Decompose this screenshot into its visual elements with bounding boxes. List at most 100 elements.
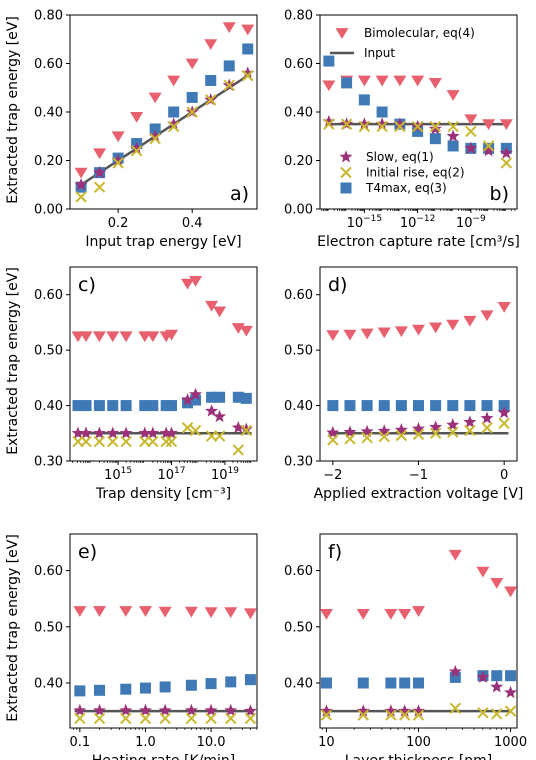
- y-tick-label: 0.00: [34, 203, 63, 218]
- panel-frame: [69, 14, 258, 210]
- initial_rise-point: [149, 132, 161, 145]
- initial_rise-point: [181, 422, 194, 434]
- bimolecular-point: [181, 278, 195, 290]
- panel-frame: [319, 14, 518, 210]
- y-axis-label-top: Extracted trap energy [eV]: [5, 16, 21, 204]
- t4max-point: [505, 670, 517, 682]
- initial_rise-point: [120, 712, 132, 725]
- slow-point: [357, 117, 371, 130]
- t4max-point: [94, 684, 106, 696]
- t4max-point: [244, 674, 256, 686]
- panel-f: 0.40 0.50 0.60 10 100 1000Layer thickness [nm…: [284, 533, 527, 760]
- x-axis-label: Input trap energy [eV]: [85, 234, 241, 250]
- bimolecular-point: [148, 92, 162, 104]
- slow-point: [239, 422, 253, 435]
- x-tick-label: −2: [323, 468, 342, 483]
- x-tick-label: 0: [500, 468, 508, 483]
- bimolecular-point: [411, 75, 425, 87]
- bimolecular-point: [412, 324, 425, 336]
- initial_rise-point: [167, 120, 180, 133]
- slow-point: [326, 425, 340, 439]
- initial_rise-point: [139, 712, 152, 725]
- bimolecular-point: [497, 302, 511, 313]
- t4max-point: [378, 400, 390, 412]
- t4max-point: [166, 400, 178, 412]
- t4max-point: [205, 74, 217, 86]
- initial_rise-point: [398, 709, 411, 721]
- slow-point: [412, 422, 425, 435]
- legend-input-label: Input: [364, 46, 395, 60]
- t4max-point: [395, 400, 407, 412]
- t4max-point: [232, 391, 244, 403]
- slow-point: [119, 703, 133, 717]
- x-tick-label: 0.2: [108, 216, 129, 231]
- y-tick-label: 0.20: [284, 154, 313, 169]
- t4max-point: [344, 400, 356, 412]
- slow-point: [322, 114, 336, 128]
- x-axis-label: Heating rate [K/min]: [92, 753, 235, 760]
- initial_rise-point: [185, 712, 198, 725]
- initial_rise-point: [394, 120, 406, 133]
- t4max-point: [320, 677, 332, 689]
- bimolecular-point: [213, 306, 227, 318]
- slow-point: [463, 415, 477, 428]
- t4max-point: [429, 133, 441, 145]
- slow-point: [464, 141, 478, 154]
- panel-c: 0.30 0.40 0.50 0.60 1015 1017 1019 Trap density…: [34, 266, 258, 502]
- x-axis-label: Trap density [cm⁻³]: [95, 486, 231, 502]
- bimolecular-point: [504, 586, 518, 598]
- initial_rise-point: [340, 118, 353, 130]
- x-tick-label: 1000: [494, 735, 527, 750]
- legend-bimolecular-marker: [335, 28, 349, 39]
- y-tick-label: 0.40: [34, 677, 63, 692]
- panel-a: 0.00 0.20 0.40 0.60 0.80 0.2 0.4 Input trap ene…: [34, 9, 258, 250]
- t4max-point: [149, 123, 161, 135]
- slow-point: [224, 703, 238, 717]
- y-tick-label: 0.40: [34, 399, 63, 414]
- x-tick-label: 1.0: [135, 735, 156, 750]
- t4max-point: [464, 400, 476, 412]
- t4max-point: [225, 676, 237, 688]
- slow-point: [167, 117, 181, 130]
- slow-point: [497, 405, 511, 419]
- slow-point: [213, 409, 227, 423]
- bimolecular-point: [356, 608, 370, 620]
- slow-point: [482, 144, 496, 157]
- bimolecular-point: [482, 119, 496, 130]
- bimolecular-point: [360, 328, 374, 340]
- panel-label: b): [490, 183, 509, 205]
- t4max-point: [223, 60, 235, 72]
- x-tick-label: 1019: [211, 466, 239, 483]
- legend-initial_rise-label: Initial rise, eq(2): [366, 166, 465, 180]
- panel-frame: [69, 533, 258, 729]
- slow-point: [130, 141, 144, 154]
- bimolecular-point: [79, 331, 93, 343]
- bimolecular-point: [204, 607, 218, 619]
- slow-point: [204, 703, 218, 717]
- initial_rise-point: [74, 712, 86, 725]
- bimolecular-point: [130, 111, 144, 123]
- slow-point: [146, 426, 160, 439]
- y-tick-label: 0.40: [284, 106, 313, 121]
- bimolecular-point: [412, 606, 425, 617]
- bimolecular-point: [184, 606, 198, 618]
- slow-point: [412, 704, 425, 717]
- t4max-point: [447, 140, 459, 152]
- initial_rise-point: [93, 435, 106, 448]
- t4max-point: [323, 55, 335, 67]
- bimolecular-point: [398, 608, 412, 620]
- initial_rise-point: [395, 429, 408, 442]
- legend-slow-marker: [339, 150, 353, 163]
- t4max-point: [93, 400, 105, 412]
- slow-point: [490, 680, 504, 693]
- slow-point: [119, 426, 133, 439]
- bimolecular-point: [93, 148, 107, 160]
- initial_rise-point: [482, 140, 495, 152]
- panel-b: 0.00 0.20 0.40 0.60 0.80 10−15 10−12 10−9 Electr…: [284, 9, 520, 251]
- initial_rise-point: [504, 705, 517, 717]
- x-tick-label: 1017: [158, 466, 186, 483]
- initial_rise-point: [205, 94, 217, 106]
- bimolecular-point: [480, 310, 494, 322]
- y-tick-label: 0.60: [284, 288, 313, 303]
